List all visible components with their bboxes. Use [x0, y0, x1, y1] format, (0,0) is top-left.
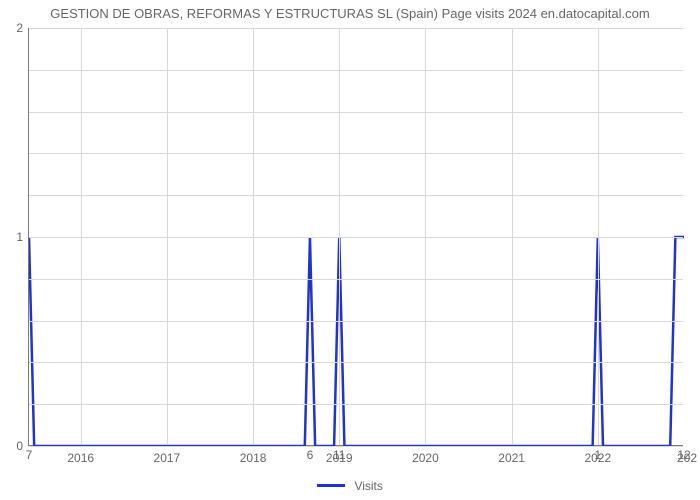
chart-title: GESTION DE OBRAS, REFORMAS Y ESTRUCTURAS… — [0, 6, 700, 21]
point-label: 7 — [26, 448, 33, 462]
gridline-h — [29, 70, 683, 71]
point-label: 11 — [333, 448, 345, 462]
point-label: 6 — [307, 448, 314, 462]
visits-line — [29, 237, 684, 446]
gridline-h — [29, 279, 683, 280]
legend-swatch — [317, 484, 345, 487]
legend-label: Visits — [354, 479, 382, 493]
point-label: 12 — [677, 448, 690, 462]
point-label: 1 — [594, 448, 601, 462]
x-tick-label: 2021 — [498, 445, 525, 465]
x-tick-label: 2016 — [67, 445, 94, 465]
x-tick-label: 2017 — [154, 445, 181, 465]
gridline-v — [253, 28, 254, 445]
gridline-h — [29, 153, 683, 154]
x-tick-label: 2018 — [240, 445, 267, 465]
gridline-v — [598, 28, 599, 445]
gridline-v — [81, 28, 82, 445]
gridline-v — [339, 28, 340, 445]
y-tick-label: 1 — [16, 230, 29, 244]
gridline-h — [29, 237, 683, 238]
gridline-h — [29, 195, 683, 196]
gridline-h — [29, 404, 683, 405]
gridline-h — [29, 28, 683, 29]
gridline-v — [512, 28, 513, 445]
gridline-h — [29, 362, 683, 363]
gridline-v — [425, 28, 426, 445]
x-tick-label: 2020 — [412, 445, 439, 465]
gridline-v — [167, 28, 168, 445]
plot-area: 0122016201720182019202020212022202761111… — [28, 28, 683, 446]
gridline-h — [29, 321, 683, 322]
gridline-h — [29, 112, 683, 113]
y-tick-label: 2 — [16, 21, 29, 35]
legend: Visits — [0, 478, 700, 493]
